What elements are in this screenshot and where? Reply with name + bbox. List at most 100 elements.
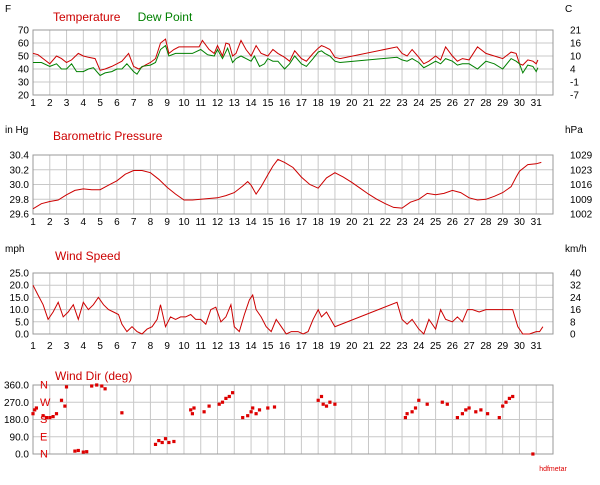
x-tick-label: 20 <box>346 217 358 228</box>
left-unit-label: in Hg <box>5 125 28 136</box>
compass-label: E <box>40 431 47 443</box>
y-tick-label: 5.0 <box>15 317 29 328</box>
y-tick-label: 15.0 <box>10 293 30 304</box>
y-tick-label: 40 <box>18 65 30 76</box>
y-tick-label: 25.0 <box>10 269 30 280</box>
series-line <box>32 158 542 210</box>
y-tick-label: 10.0 <box>10 305 30 316</box>
chart-title-part: Temperature <box>53 10 121 24</box>
plot-frame <box>32 272 554 335</box>
data-point <box>33 408 37 412</box>
chart-panel-4: Wind Dir (deg) 360.0 N 270.0 W 180.0 S 90.0 E 0.0… <box>4 369 554 461</box>
x-tick-label: 17 <box>296 217 308 228</box>
x-tick-label: 22 <box>380 341 392 352</box>
data-point <box>85 450 89 454</box>
data-point <box>246 414 250 418</box>
x-tick-label: 12 <box>212 98 224 109</box>
series-line <box>33 44 539 77</box>
series-wind-dir-deg <box>31 383 535 456</box>
right-unit-label: C <box>565 4 572 15</box>
x-tick-label: 28 <box>480 217 492 228</box>
x-tick-label: 16 <box>279 217 291 228</box>
y-tick-label: 90.0 <box>10 432 30 443</box>
right-tick-label: 1029 <box>570 151 593 162</box>
x-tick-label: 20 <box>346 98 358 109</box>
compass-label: N <box>40 380 48 392</box>
x-tick-label: 7 <box>131 341 137 352</box>
x-tick-label: 18 <box>313 341 325 352</box>
x-tick-label: 8 <box>148 217 154 228</box>
x-tick-label: 9 <box>164 341 170 352</box>
x-tick-label: 5 <box>97 217 103 228</box>
data-point <box>172 439 176 444</box>
data-point <box>507 396 511 400</box>
right-tick-label: 1002 <box>570 210 593 221</box>
right-tick-label: 16 <box>570 305 582 316</box>
data-point <box>64 385 69 389</box>
x-tick-label: 6 <box>114 217 120 228</box>
x-tick-label: 16 <box>279 341 291 352</box>
y-tick-label: 29.8 <box>10 195 30 206</box>
data-point <box>90 384 94 388</box>
y-tick-label: 270.0 <box>4 398 29 409</box>
data-point <box>231 391 235 395</box>
x-tick-label: 13 <box>229 98 241 109</box>
data-point <box>413 406 418 410</box>
series-wind-speed <box>32 284 544 335</box>
x-tick-label: 17 <box>296 98 308 109</box>
data-point <box>120 411 124 415</box>
data-point <box>464 408 468 412</box>
plot-frame <box>32 384 554 455</box>
data-point <box>41 414 45 418</box>
x-tick-label: 3 <box>64 341 70 352</box>
data-point <box>100 384 104 388</box>
data-point <box>51 415 55 419</box>
data-point <box>190 412 194 416</box>
right-tick-label: 1009 <box>570 195 593 206</box>
x-tick-label: 4 <box>81 217 87 228</box>
data-point <box>257 408 262 412</box>
chart-title-part: Dew Point <box>138 10 193 24</box>
x-tick-label: 24 <box>413 341 425 352</box>
right-tick-label: 0 <box>570 330 576 341</box>
x-tick-label: 2 <box>47 341 53 352</box>
data-point <box>63 404 67 408</box>
x-tick-label: 12 <box>212 217 224 228</box>
x-tick-label: 14 <box>246 98 258 109</box>
x-tick-label: 14 <box>246 217 258 228</box>
right-tick-label: 4 <box>570 65 576 76</box>
x-tick-label: 6 <box>114 98 120 109</box>
data-point <box>167 440 171 445</box>
right-tick-label: 21 <box>570 26 582 37</box>
data-point <box>410 410 414 414</box>
data-point <box>417 398 421 402</box>
left-unit-label: F <box>5 4 11 15</box>
grid <box>32 29 554 96</box>
x-tick-label: 25 <box>430 217 442 228</box>
x-tick-label: 21 <box>363 217 375 228</box>
y-tick-label: 30.2 <box>10 165 30 176</box>
x-tick-label: 25 <box>430 98 442 109</box>
right-unit-label: km/h <box>565 244 587 255</box>
data-point <box>272 405 277 409</box>
grid <box>32 384 554 455</box>
data-point <box>59 398 64 402</box>
data-point <box>445 402 449 406</box>
x-tick-label: 18 <box>313 217 325 228</box>
x-tick-label: 21 <box>363 98 375 109</box>
data-point <box>316 398 320 402</box>
x-tick-label: 15 <box>262 98 274 109</box>
x-tick-label: 24 <box>413 217 425 228</box>
x-tick-label: 14 <box>246 341 258 352</box>
y-tick-label: 20 <box>18 91 30 102</box>
right-tick-label: 40 <box>570 269 582 280</box>
x-tick-label: 29 <box>497 341 509 352</box>
series-temperature <box>32 38 539 71</box>
data-point <box>511 394 515 399</box>
data-point <box>266 406 270 410</box>
series-line <box>32 38 539 71</box>
data-point <box>440 400 444 404</box>
data-point <box>81 450 85 454</box>
